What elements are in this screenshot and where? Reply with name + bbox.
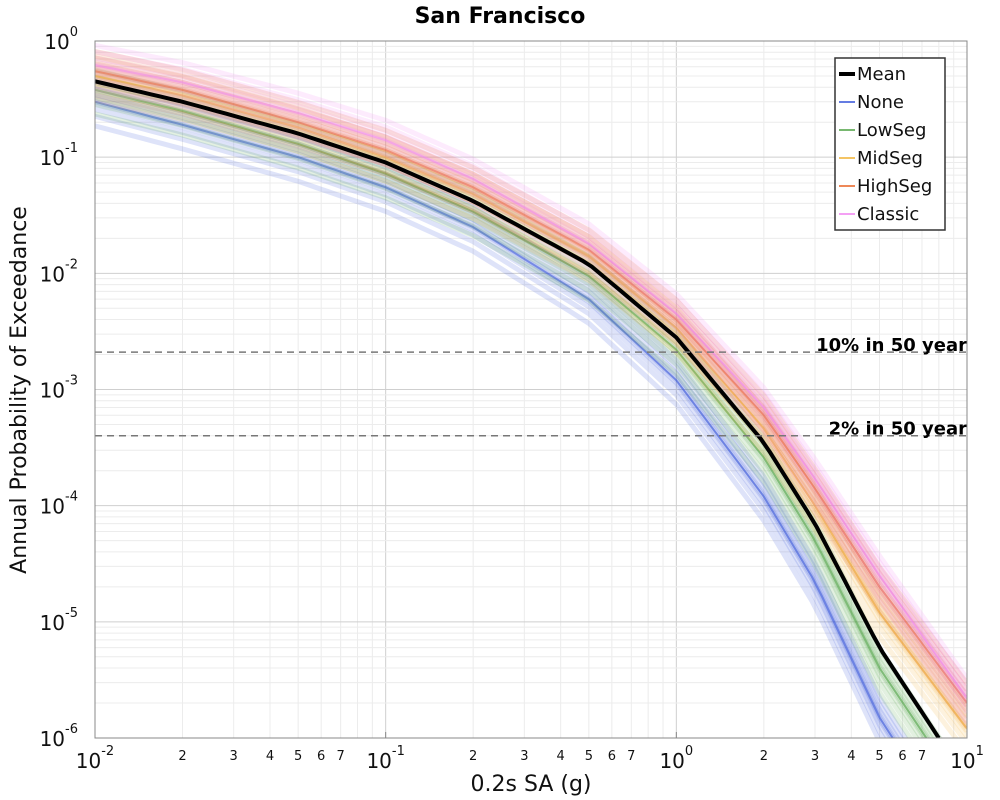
x-minor-tick-label: 7: [627, 749, 635, 764]
x-minor-tick-label: 3: [230, 749, 238, 764]
reference-lines: 10% in 50 year 2% in 50 year: [95, 335, 967, 440]
series-none: [95, 79, 909, 738]
series-line-classic: [95, 55, 967, 693]
y-axis-label: Annual Probability of Exceedance: [7, 206, 32, 574]
x-minor-tick-label: 6: [608, 749, 616, 764]
series-line-none: [95, 79, 909, 738]
series-line-none: [95, 96, 898, 738]
legend: Mean None LowSeg MidSeg HighSeg Classic: [834, 57, 946, 231]
x-minor-tick-label: 6: [317, 749, 325, 764]
series-line-none: [95, 123, 881, 738]
y-tick-label: 100: [44, 25, 78, 54]
legend-label-classic: Classic: [857, 204, 919, 225]
x-tick-label: 10-1: [366, 744, 404, 773]
series-line-highseg: [95, 65, 967, 702]
series-line-lowseg: [95, 88, 928, 738]
series-classic: [95, 42, 967, 724]
series-line-classic: [95, 86, 967, 724]
series-line-midseg: [95, 53, 967, 711]
series-line-lowseg: [95, 79, 935, 738]
legend-label-none: None: [857, 92, 904, 113]
x-tick-label: 101: [950, 744, 984, 773]
series-layer: [95, 42, 967, 738]
chart-title: San Francisco: [415, 4, 586, 29]
series-line-lowseg: [95, 89, 928, 738]
y-tick-label: 10-5: [40, 606, 78, 635]
x-minor-tick-label: 4: [266, 749, 274, 764]
series-line-highseg: [95, 76, 967, 713]
series-line-none: [95, 113, 887, 738]
series-line-lowseg: [95, 94, 925, 738]
series-line-highseg: [95, 55, 967, 692]
series-line-classic: [95, 42, 967, 680]
y-tick-label: 10-1: [40, 141, 78, 170]
series-line-midseg: [95, 70, 967, 728]
x-minor-tick-label: 2: [760, 749, 768, 764]
series-line-midseg: [95, 76, 967, 733]
legend-label-lowseg: LowSeg: [857, 120, 926, 141]
series-line-highseg: [95, 70, 967, 704]
series-line-none: [95, 101, 895, 738]
series-line-lowseg: [95, 111, 914, 738]
x-minor-tick-label: 4: [847, 749, 855, 764]
y-tick-label: 10-2: [40, 257, 78, 286]
y-axis-ticks: 100 10-1 10-2 10-3 10-4 10-5 10-6: [40, 25, 78, 751]
series-line-classic: [95, 70, 967, 708]
series-line-none: [95, 91, 901, 738]
y-tick-label: 10-6: [40, 722, 78, 751]
series-line-midseg: [95, 75, 967, 730]
legend-label-mean: Mean: [857, 64, 906, 85]
y-tick-label: 10-4: [40, 490, 78, 519]
x-minor-tick-label: 5: [875, 749, 883, 764]
x-minor-tick-label: 4: [557, 749, 565, 764]
series-line-classic: [95, 65, 967, 703]
reference-line-label: 10% in 50 year: [816, 335, 967, 356]
x-minor-tick-label: 2: [178, 749, 186, 764]
series-line-none: [95, 100, 894, 738]
x-tick-label: 10-2: [76, 744, 114, 773]
x-minor-tick-label: 2: [469, 749, 477, 764]
legend-label-midseg: MidSeg: [857, 148, 923, 169]
series-line-classic: [95, 59, 967, 697]
series-line-none: [95, 106, 891, 738]
series-line-midseg: [95, 88, 967, 738]
series-line-lowseg: [95, 84, 932, 738]
legend-box: [834, 57, 946, 231]
series-line-highseg: [95, 71, 967, 708]
x-minor-tick-label: 3: [811, 749, 819, 764]
series-line-classic: [95, 64, 967, 699]
y-tick-label: 10-3: [40, 374, 78, 403]
series-line-lowseg: [95, 101, 920, 738]
x-minor-tick-label: 3: [520, 749, 528, 764]
series-line-lowseg: [95, 74, 939, 738]
reference-line-label: 2% in 50 year: [829, 419, 967, 440]
x-minor-tick-label: 5: [294, 749, 302, 764]
series-line-highseg: [95, 48, 967, 685]
x-tick-label: 100: [659, 744, 693, 773]
series-line-mean: [95, 79, 941, 738]
legend-label-highseg: HighSeg: [857, 176, 932, 197]
plot-frame: [94, 40, 968, 739]
x-minor-tick-label: 7: [918, 749, 926, 764]
series-line-classic: [95, 49, 967, 687]
x-minor-tick-label: 6: [898, 749, 906, 764]
series-line-highseg: [95, 92, 967, 729]
x-axis-label: 0.2s SA (g): [471, 772, 592, 797]
x-minor-tick-label: 5: [585, 749, 593, 764]
x-minor-tick-label: 7: [337, 749, 345, 764]
series-line-classic: [95, 77, 967, 715]
